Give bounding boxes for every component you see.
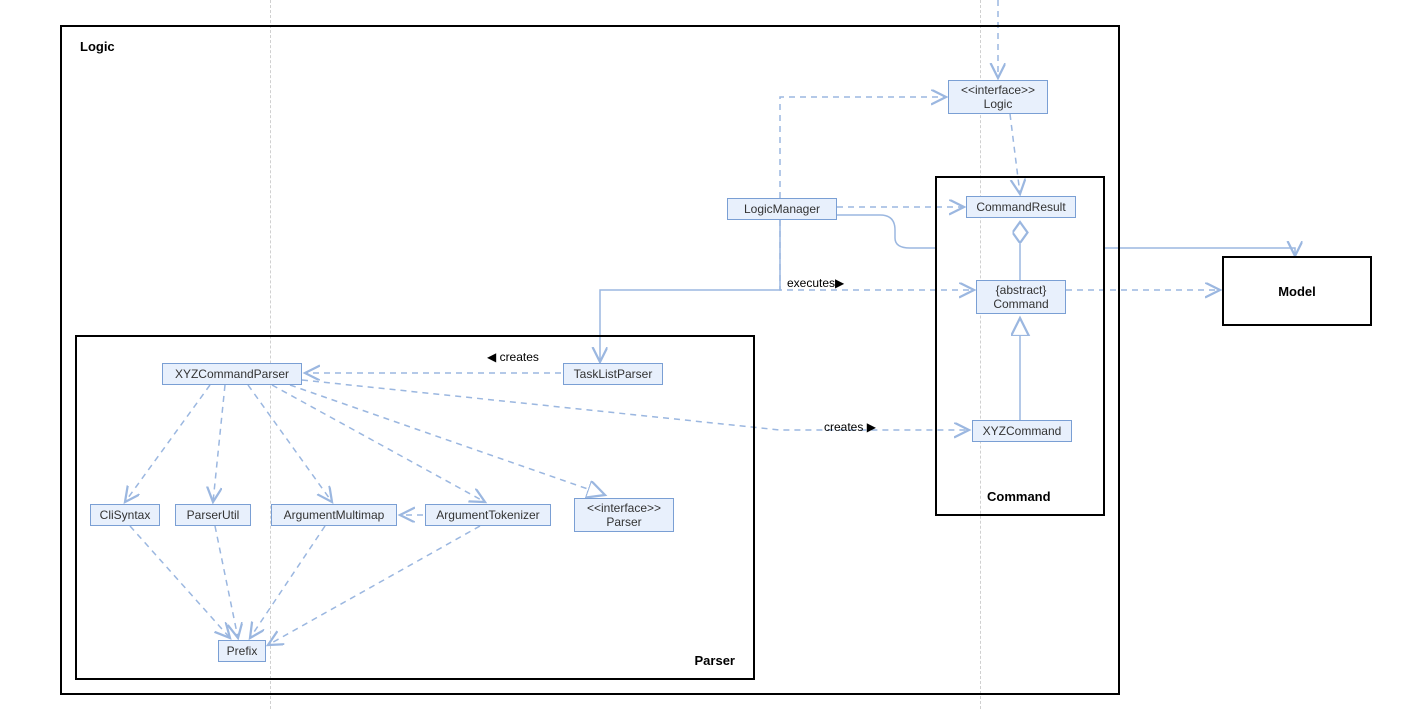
node-stereotype: <<interface>> (587, 501, 661, 515)
node-stereotype: <<interface>> (961, 83, 1035, 97)
node-label: LogicManager (744, 202, 820, 216)
node-logic-manager: LogicManager (727, 198, 837, 220)
edge-label-creates-2: creates ▶ (824, 420, 876, 434)
node-logic-interface: <<interface>> Logic (948, 80, 1048, 114)
node-model: Model (1222, 256, 1372, 326)
arrow-left-icon: ◀ (487, 350, 500, 364)
node-label: Prefix (227, 644, 258, 658)
node-prefix: Prefix (218, 640, 266, 662)
container-label-command: Command (987, 489, 1051, 504)
node-command-result: CommandResult (966, 196, 1076, 218)
container-label-parser: Parser (695, 653, 735, 668)
node-parser-util: ParserUtil (175, 504, 251, 526)
node-label: CliSyntax (100, 508, 151, 522)
node-cli-syntax: CliSyntax (90, 504, 160, 526)
arrow-right-icon: ▶ (835, 276, 844, 290)
node-label: ArgumentTokenizer (436, 508, 539, 522)
node-label: Parser (606, 515, 641, 529)
node-xyz-command-parser: XYZCommandParser (162, 363, 302, 385)
node-argument-tokenizer: ArgumentTokenizer (425, 504, 551, 526)
node-label: CommandResult (976, 200, 1065, 214)
node-abstract-command: {abstract} Command (976, 280, 1066, 314)
container-label-logic: Logic (80, 39, 115, 54)
edge-label-executes: executes▶ (787, 276, 844, 290)
node-label: Command (993, 297, 1048, 311)
node-tasklist-parser: TaskListParser (563, 363, 663, 385)
edge-label-creates-1: ◀ creates (487, 350, 539, 364)
container-command: Command (935, 176, 1105, 516)
node-label: TaskListParser (574, 367, 653, 381)
node-xyz-command: XYZCommand (972, 420, 1072, 442)
node-label: XYZCommand (983, 424, 1062, 438)
arrow-right-icon: ▶ (863, 420, 876, 434)
node-label: Logic (984, 97, 1013, 111)
node-label: ParserUtil (187, 508, 240, 522)
node-parser-interface: <<interface>> Parser (574, 498, 674, 532)
node-stereotype: {abstract} (996, 283, 1047, 297)
node-label: Model (1278, 284, 1316, 299)
node-label: ArgumentMultimap (284, 508, 385, 522)
node-label: XYZCommandParser (175, 367, 289, 381)
node-argument-multimap: ArgumentMultimap (271, 504, 397, 526)
